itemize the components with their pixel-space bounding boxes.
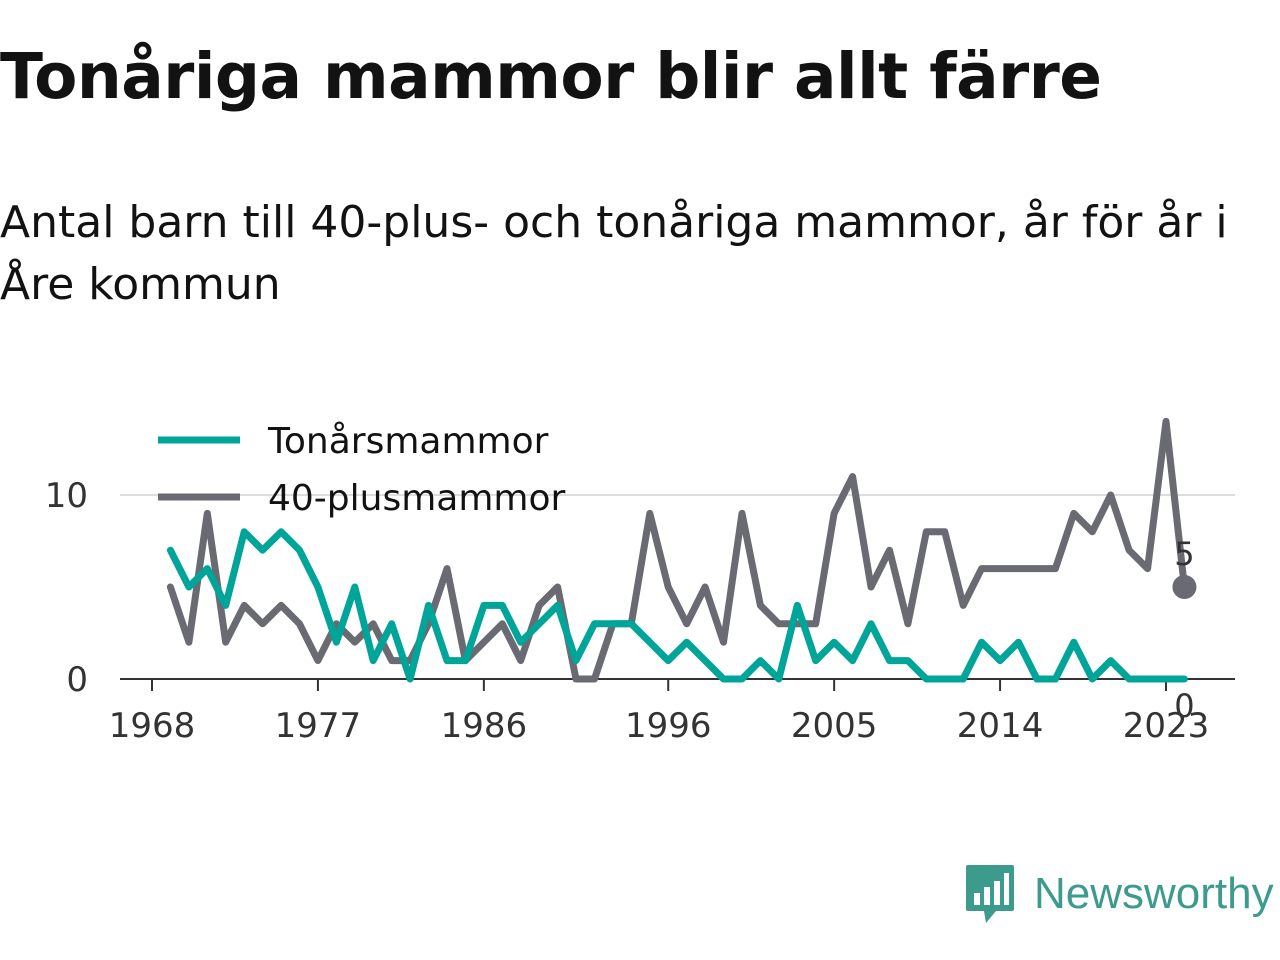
legend-label-tonarsmammor: Tonårsmammor [267,421,549,462]
chart-subtitle: Antal barn till 40-plus- och tonåriga ma… [0,197,1228,310]
y-tick-label-0: 0 [66,660,88,700]
series-lines [166,417,1197,683]
legend: Tonårsmammor 40-plusmammor [158,421,566,519]
brand-name: Newsworthy [1034,869,1274,918]
x-tick-label-2023: 2023 [1123,706,1210,746]
brand: Newsworthy [964,862,1274,926]
legend-item-tonarsmammor: Tonårsmammor [158,421,549,462]
newsworthy-logo-icon [966,865,1014,923]
series-line-tonarsmammor [166,528,1188,683]
x-tick-label-1986: 1986 [441,706,528,746]
end-label-40-plusmammor: 5 [1174,535,1194,573]
x-tick-label-2005: 2005 [791,706,878,746]
x-tick-label-1968: 1968 [109,706,196,746]
chart-title: Tonåriga mammor blir allt färre [0,40,1102,113]
x-tick-label-2014: 2014 [957,706,1044,746]
end-point-40-plusmammor [1172,575,1197,599]
x-tick-label-1977: 1977 [275,706,362,746]
y-tick-label-10: 10 [45,476,88,516]
end-label-tonarsmammor: 0 [1174,687,1194,725]
legend-item-40-plusmammor: 40-plusmammor [158,478,566,519]
x-tick-label-1996: 1996 [625,706,712,746]
legend-label-40-plusmammor: 40-plusmammor [268,478,566,519]
x-axis [120,678,1235,691]
